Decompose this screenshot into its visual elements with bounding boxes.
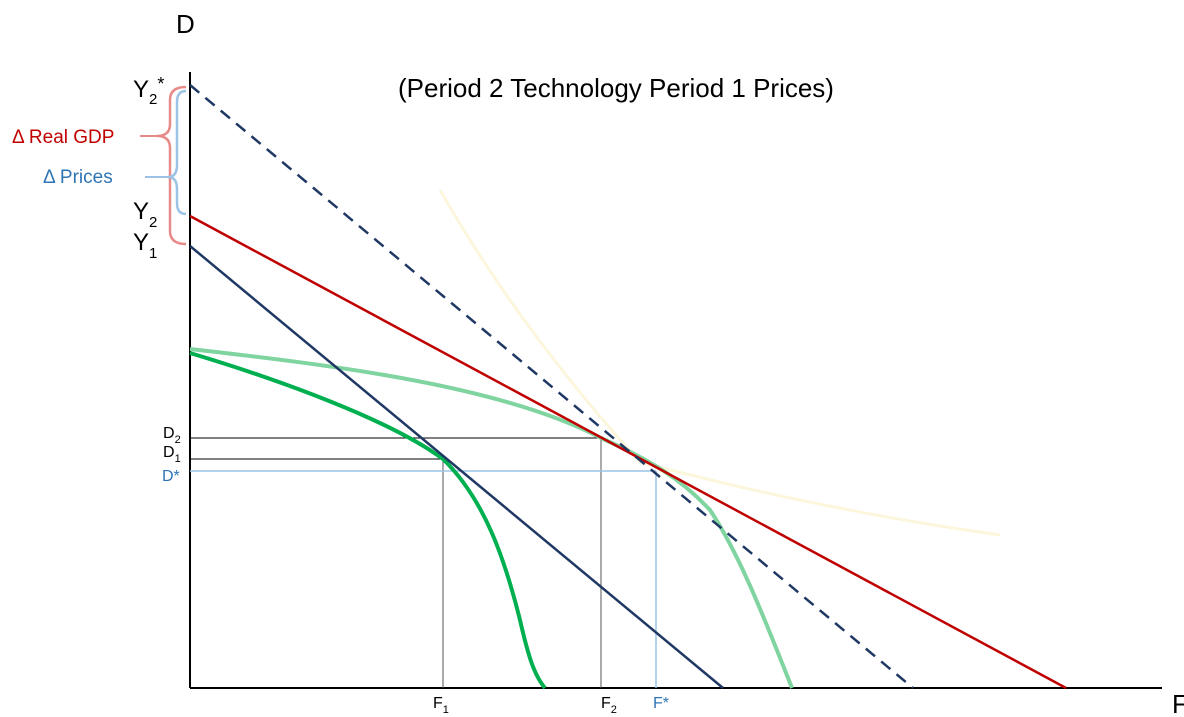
faint-curve bbox=[438, 189, 1001, 537]
y2-price-line bbox=[189, 214, 1067, 690]
real-gdp-label: Δ Real GDP bbox=[12, 127, 114, 148]
f2-label: F2 bbox=[601, 695, 617, 716]
ppf-period-2-curve bbox=[189, 347, 794, 689]
f1-label: F1 bbox=[433, 695, 449, 716]
d1-label: D1 bbox=[163, 444, 181, 465]
y-axis-label: D bbox=[176, 9, 195, 39]
x-axis-label: F bbox=[1172, 689, 1184, 717]
prices-label: Δ Prices bbox=[43, 167, 113, 188]
y2-star-dashed-line bbox=[189, 84, 914, 689]
f-star-label: F* bbox=[653, 695, 669, 712]
chart-title: (Period 2 Technology Period 1 Prices) bbox=[398, 73, 834, 103]
d2-label: D2 bbox=[163, 425, 181, 446]
y1-price-line bbox=[189, 245, 724, 689]
d-star-label: D* bbox=[162, 468, 180, 485]
real-gdp-bracket bbox=[156, 85, 187, 246]
ppf-period-1-curve bbox=[189, 351, 547, 690]
y1-label: Y1 bbox=[133, 229, 157, 262]
y2-star-label: Y2* bbox=[133, 74, 164, 108]
y2-label: Y2 bbox=[133, 198, 157, 231]
